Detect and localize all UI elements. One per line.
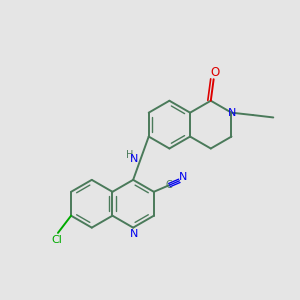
Text: C: C (166, 180, 173, 190)
Text: O: O (211, 66, 220, 79)
Text: H: H (126, 150, 133, 160)
Text: N: N (130, 154, 139, 164)
Text: Cl: Cl (51, 236, 62, 245)
Text: N: N (130, 229, 138, 238)
Text: N: N (228, 108, 237, 118)
Text: N: N (179, 172, 188, 182)
